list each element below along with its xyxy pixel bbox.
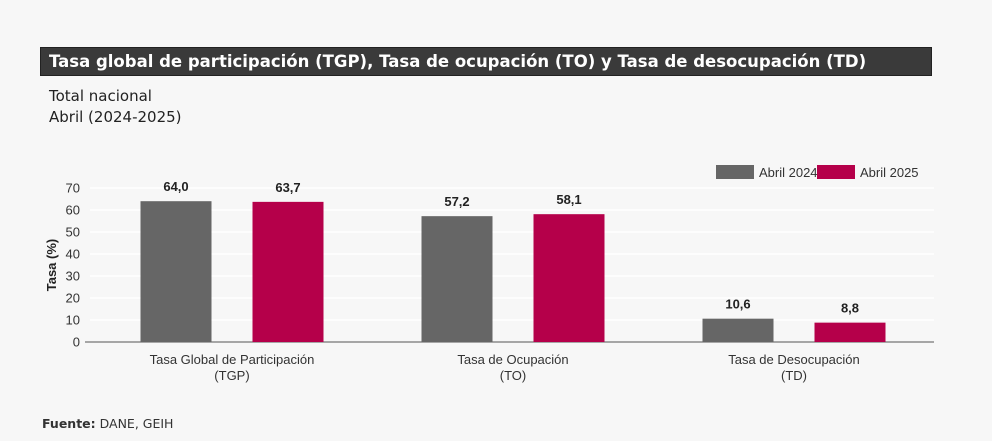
data-label: 64,0 <box>163 179 188 194</box>
y-tick-label: 60 <box>66 203 80 218</box>
chart-title: Tasa global de participación (TGP), Tasa… <box>40 47 932 76</box>
bar-2025 <box>252 201 324 342</box>
y-tick-label: 0 <box>73 335 80 350</box>
x-tick-label-abbr: (TGP) <box>214 368 249 383</box>
bar-2025 <box>533 214 605 342</box>
data-label: 58,1 <box>556 192 581 207</box>
x-tick-label: Tasa Global de Participación <box>150 352 315 367</box>
y-tick-label: 10 <box>66 313 80 328</box>
x-tick-label-abbr: (TO) <box>500 368 526 383</box>
legend-swatch <box>716 165 754 179</box>
legend-label: Abril 2025 <box>860 165 919 180</box>
y-tick-label: 30 <box>66 269 80 284</box>
data-label: 8,8 <box>841 301 859 316</box>
subtitle-scope: Total nacional <box>49 87 152 105</box>
bar-2024 <box>702 318 774 342</box>
legend-label: Abril 2024 <box>759 165 818 180</box>
bar-2024 <box>421 216 493 342</box>
legend-swatch <box>817 165 855 179</box>
y-tick-label: 70 <box>66 181 80 196</box>
subtitle-period: Abril (2024-2025) <box>49 108 182 126</box>
x-tick-label: Tasa de Ocupación <box>457 352 568 367</box>
data-label: 57,2 <box>444 194 469 209</box>
source-note: Fuente: DANE, GEIH <box>42 416 173 431</box>
source-text: DANE, GEIH <box>95 416 174 431</box>
y-tick-label: 20 <box>66 291 80 306</box>
bar-2025 <box>814 322 886 342</box>
y-tick-label: 40 <box>66 247 80 262</box>
data-label: 63,7 <box>275 180 300 195</box>
data-label: 10,6 <box>725 297 750 312</box>
source-label: Fuente: <box>42 416 96 431</box>
y-tick-label: 50 <box>66 225 80 240</box>
x-tick-label: Tasa de Desocupación <box>728 352 860 367</box>
x-tick-label-abbr: (TD) <box>781 368 807 383</box>
y-axis-label: Tasa (%) <box>44 239 59 292</box>
bar-2024 <box>140 201 212 342</box>
